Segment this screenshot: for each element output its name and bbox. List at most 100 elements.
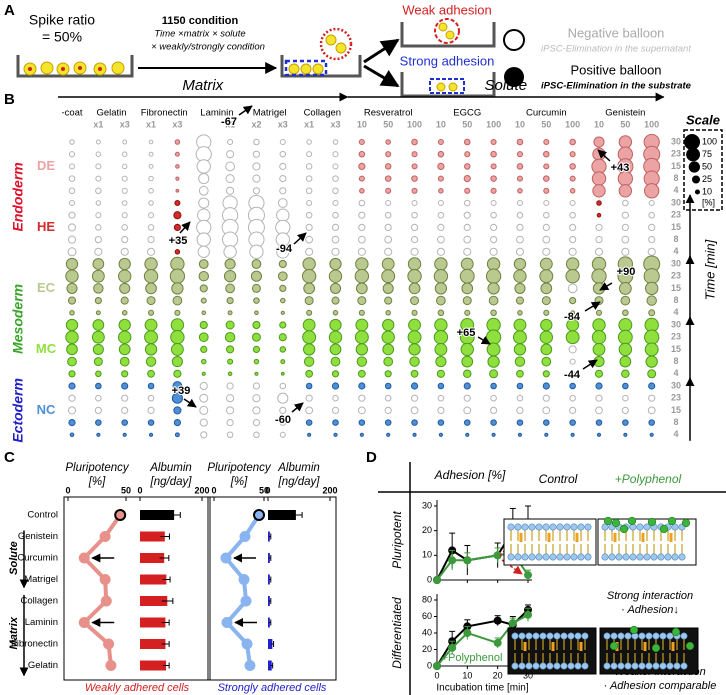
lipid-head — [546, 632, 554, 640]
lipid-head — [525, 662, 533, 670]
bubble — [516, 394, 524, 402]
bubble — [645, 281, 659, 296]
legend-label: +Polyphenol — [442, 652, 503, 664]
bubble — [196, 159, 211, 174]
bubble — [121, 406, 129, 414]
pluripotency-point — [100, 595, 112, 607]
y-tick-label: 30 — [422, 500, 432, 510]
bubble — [516, 369, 524, 378]
bubble — [302, 343, 316, 356]
cholesterol — [641, 533, 645, 542]
bubble — [148, 212, 155, 219]
bubble — [620, 295, 631, 306]
bubble — [543, 199, 550, 207]
pluripotency-point — [105, 660, 117, 671]
bubble — [485, 268, 502, 284]
column-group: Genistein — [605, 108, 645, 119]
bubble — [302, 330, 317, 345]
bubble — [411, 419, 418, 426]
bubble — [329, 318, 342, 332]
bubble — [197, 245, 210, 258]
bubble — [543, 175, 550, 182]
bubble — [279, 150, 287, 158]
bubble — [596, 212, 602, 218]
bubble — [433, 330, 449, 345]
albumin-bar — [140, 531, 165, 542]
bubble — [463, 394, 471, 402]
bubble — [146, 296, 156, 306]
bubble — [93, 283, 104, 294]
bubble — [305, 382, 313, 390]
bubble — [145, 282, 157, 295]
bubble — [65, 318, 79, 332]
bubble — [68, 187, 76, 195]
x-tick-label: 0 — [434, 670, 439, 680]
bubble — [174, 309, 181, 316]
bubble — [174, 249, 181, 255]
bubble — [121, 163, 128, 170]
bubble — [565, 269, 580, 284]
layer-label: Ectoderm — [10, 378, 26, 443]
bubble — [436, 247, 445, 256]
bubble — [305, 394, 313, 402]
pluripotency-point — [78, 552, 90, 564]
bubble — [69, 432, 75, 438]
well — [400, 22, 496, 48]
bubble — [437, 223, 445, 231]
bubble — [435, 356, 447, 368]
bubble — [543, 138, 550, 146]
bubble — [541, 356, 552, 367]
bubble — [224, 331, 236, 343]
cell-type-label: EC — [37, 280, 56, 295]
series-point — [508, 619, 517, 628]
bubble — [437, 406, 445, 414]
bubble — [569, 188, 576, 194]
lipid-head — [671, 553, 679, 561]
category-label: Matrigel — [24, 574, 58, 585]
bubble — [355, 343, 369, 356]
bubble — [648, 382, 656, 390]
bubble — [542, 235, 551, 244]
bubble — [384, 163, 392, 170]
bubble — [437, 150, 445, 158]
column-sublabel: 50 — [541, 119, 551, 129]
bubble — [569, 175, 576, 182]
albumin-bar — [268, 639, 273, 649]
cell-type-label: DE — [37, 158, 55, 173]
bubble — [119, 282, 131, 294]
bubble — [408, 343, 421, 356]
arrow — [363, 64, 400, 88]
lipid-head — [581, 632, 589, 640]
bubble — [436, 369, 445, 378]
column-sublabel: x1 — [93, 119, 103, 129]
time-label: 4 — [673, 246, 678, 256]
bubble — [199, 405, 209, 415]
bubble — [411, 309, 418, 316]
category-label: Collagen — [21, 596, 59, 607]
bubble — [329, 343, 342, 356]
legend-title: Negative balloon — [568, 25, 665, 40]
bubble — [226, 382, 234, 390]
bubble — [200, 345, 208, 353]
time-label: 30 — [671, 380, 681, 390]
lipid-head — [601, 523, 609, 531]
axis-unit: [%] — [230, 476, 248, 488]
lipid-head — [610, 662, 618, 670]
bubble — [200, 358, 207, 365]
bubble — [252, 320, 261, 330]
bubble — [94, 247, 103, 256]
column-group: Laminin — [200, 108, 233, 119]
x-tick-label: 0 — [137, 485, 142, 495]
condition-line: Time ×matrix × solute — [154, 29, 245, 40]
x-tick-label: 10 — [462, 670, 472, 680]
bubble — [199, 381, 208, 391]
column-sublabel: 50 — [462, 119, 472, 129]
scale-label: 50 — [702, 161, 712, 171]
bubble — [251, 332, 261, 342]
note: · Adhesion↓ — [621, 604, 679, 616]
bubble — [276, 245, 290, 259]
bubble — [225, 283, 235, 294]
bubble — [225, 320, 235, 330]
bubble — [516, 235, 524, 244]
lipid-head — [563, 553, 571, 561]
